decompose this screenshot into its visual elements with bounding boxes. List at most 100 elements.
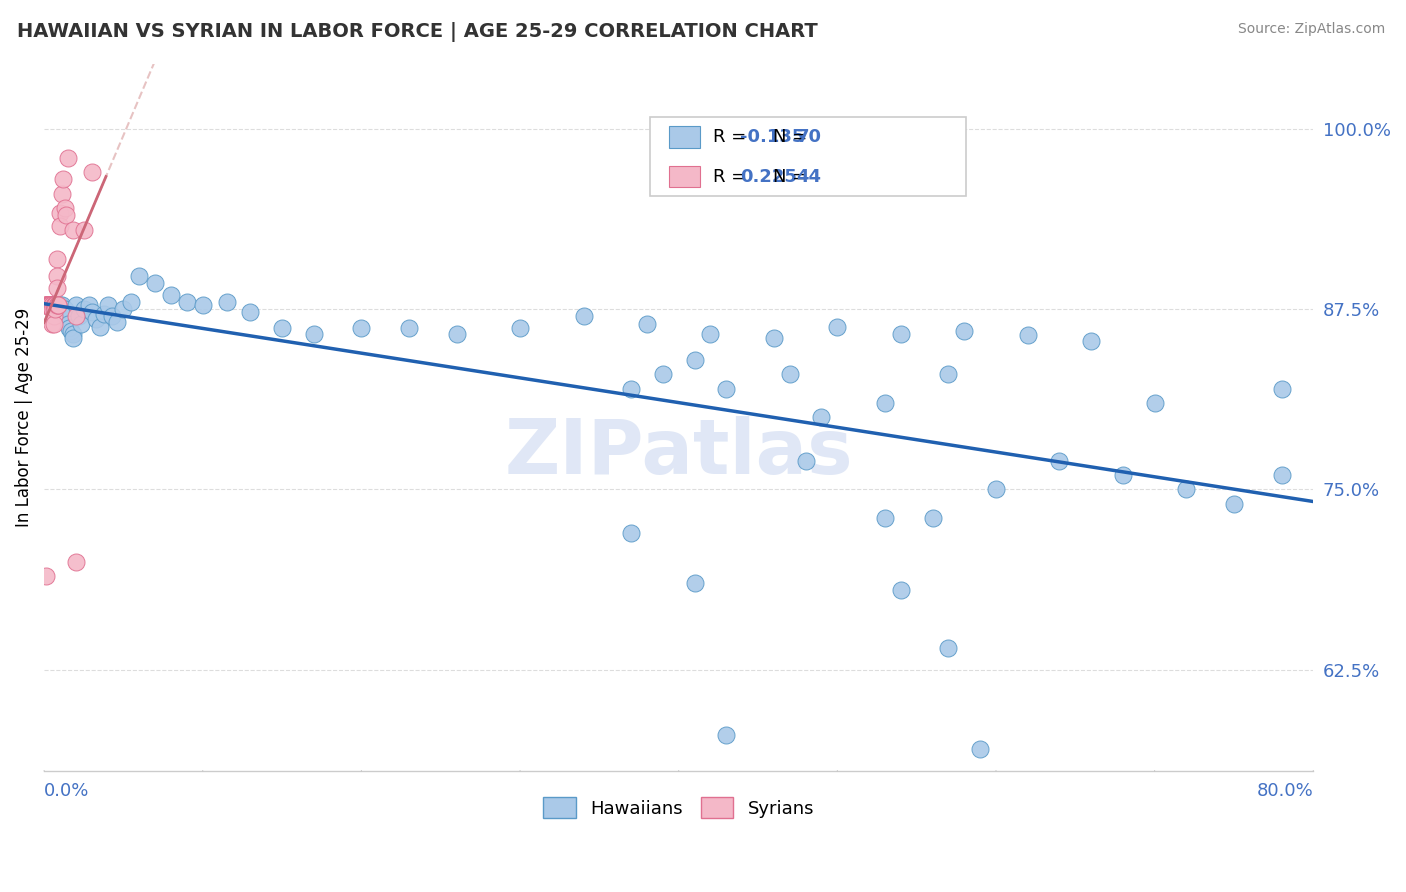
Point xyxy=(41,302,63,317)
Point xyxy=(62,326,84,341)
Point xyxy=(45,298,67,312)
Point xyxy=(45,298,67,312)
Point xyxy=(1270,382,1292,396)
Point xyxy=(1080,334,1102,348)
Point xyxy=(65,555,87,569)
Point xyxy=(42,302,65,317)
Point xyxy=(73,302,96,317)
Point xyxy=(969,742,991,756)
Point xyxy=(620,382,643,396)
Text: N =: N = xyxy=(773,168,807,186)
Point xyxy=(53,302,76,317)
Point xyxy=(873,511,896,525)
Point xyxy=(120,295,142,310)
Point xyxy=(620,525,643,540)
Point xyxy=(779,367,801,381)
Point xyxy=(938,641,960,656)
Text: N =: N = xyxy=(773,128,807,146)
Point xyxy=(49,298,72,312)
Point xyxy=(49,205,72,219)
Point xyxy=(51,298,73,312)
Point xyxy=(37,298,59,312)
Point xyxy=(45,298,67,312)
Point xyxy=(44,298,66,312)
Point xyxy=(446,326,468,341)
Point xyxy=(55,310,77,324)
Point xyxy=(921,511,943,525)
Point xyxy=(101,310,124,324)
Text: 70: 70 xyxy=(797,128,821,146)
Point xyxy=(636,317,658,331)
Point xyxy=(683,576,706,591)
Point xyxy=(49,219,72,233)
Point xyxy=(35,569,58,583)
Point xyxy=(38,298,60,312)
Point xyxy=(52,172,75,186)
Point xyxy=(37,298,59,312)
Point xyxy=(48,298,70,312)
Point xyxy=(44,302,66,317)
Text: 80.0%: 80.0% xyxy=(1257,782,1313,800)
Point xyxy=(398,321,420,335)
Point xyxy=(41,317,63,331)
Point xyxy=(42,298,65,312)
Point xyxy=(56,151,79,165)
Point xyxy=(56,317,79,331)
Point xyxy=(176,295,198,310)
Point xyxy=(44,298,66,312)
Point xyxy=(97,298,120,312)
Point xyxy=(37,298,59,312)
Point xyxy=(55,209,77,223)
Point xyxy=(42,317,65,331)
Point xyxy=(271,321,294,335)
Point xyxy=(350,321,373,335)
Point xyxy=(80,305,103,319)
Point xyxy=(45,280,67,294)
Text: -0.135: -0.135 xyxy=(740,128,804,146)
Point xyxy=(39,298,62,312)
Point xyxy=(35,298,58,312)
Point xyxy=(52,302,75,317)
Point xyxy=(38,298,60,312)
Point xyxy=(953,324,976,338)
Legend: Hawaiians, Syrians: Hawaiians, Syrians xyxy=(536,790,821,825)
Point xyxy=(716,728,738,742)
Point xyxy=(160,287,183,301)
Point xyxy=(62,331,84,345)
Point xyxy=(143,277,166,291)
Point xyxy=(65,310,87,324)
Point xyxy=(67,310,90,324)
Text: Source: ZipAtlas.com: Source: ZipAtlas.com xyxy=(1237,22,1385,37)
Point xyxy=(35,298,58,312)
Point xyxy=(215,295,238,310)
Text: 0.0%: 0.0% xyxy=(44,782,90,800)
Point xyxy=(53,201,76,215)
Point xyxy=(1270,468,1292,483)
Point xyxy=(41,298,63,312)
Point xyxy=(984,483,1007,497)
Text: HAWAIIAN VS SYRIAN IN LABOR FORCE | AGE 25-29 CORRELATION CHART: HAWAIIAN VS SYRIAN IN LABOR FORCE | AGE … xyxy=(17,22,818,42)
Point xyxy=(873,396,896,410)
Point xyxy=(53,310,76,324)
Point xyxy=(35,298,58,312)
Point xyxy=(52,302,75,317)
Point xyxy=(1143,396,1166,410)
Point xyxy=(37,298,59,312)
Point xyxy=(89,319,111,334)
Point xyxy=(73,223,96,237)
Point xyxy=(810,410,832,425)
Point xyxy=(58,321,80,335)
Point xyxy=(509,321,531,335)
Point xyxy=(1223,497,1246,511)
Point xyxy=(60,324,83,338)
Point xyxy=(128,268,150,283)
Point xyxy=(239,305,262,319)
Point xyxy=(38,298,60,312)
Text: 0.225: 0.225 xyxy=(740,168,797,186)
Point xyxy=(38,298,60,312)
Point xyxy=(302,326,325,341)
Point xyxy=(77,298,100,312)
Point xyxy=(93,307,115,321)
Point xyxy=(938,367,960,381)
Point xyxy=(62,223,84,237)
